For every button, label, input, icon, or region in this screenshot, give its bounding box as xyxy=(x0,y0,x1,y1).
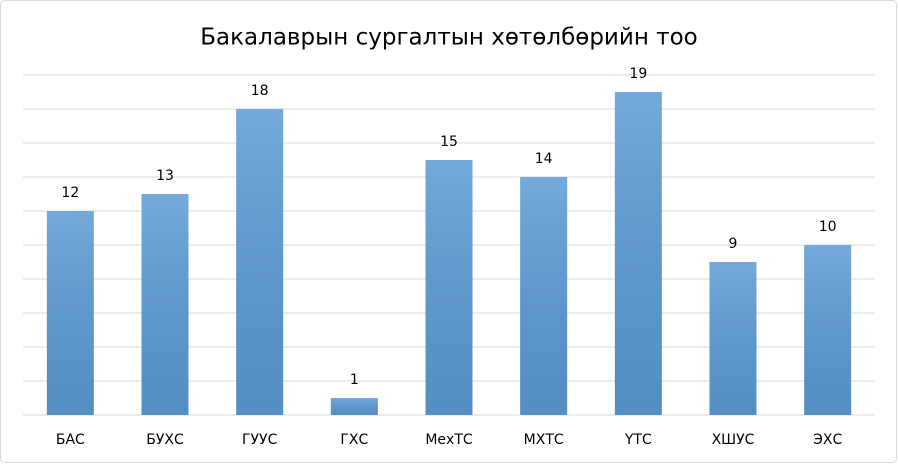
x-tick-label: ЭХС xyxy=(813,432,842,448)
x-tick-label: ХШУС xyxy=(712,432,755,448)
data-label: 18 xyxy=(251,83,269,99)
data-label: 9 xyxy=(729,236,738,252)
bar-shade xyxy=(425,160,473,415)
x-tick-label: БУХС xyxy=(146,432,184,448)
x-tick-label: МХТС xyxy=(524,432,564,448)
data-label: 10 xyxy=(819,219,837,235)
data-label: 19 xyxy=(629,66,647,82)
x-tick-label: МехТС xyxy=(425,432,473,448)
data-label: 14 xyxy=(535,151,553,167)
bar-shade xyxy=(236,109,284,415)
bar-shade xyxy=(804,245,852,415)
chart-title: Бакалаврын сургалтын хөтөлбөрийн тоо xyxy=(200,25,697,51)
data-label: 13 xyxy=(156,168,174,184)
x-tick-label: ГХС xyxy=(340,432,368,448)
bar-shade xyxy=(520,177,568,415)
data-label: 1 xyxy=(350,372,359,388)
data-label: 12 xyxy=(61,185,79,201)
bar-shade xyxy=(709,262,757,415)
bar-shade xyxy=(46,211,94,415)
bar-shade xyxy=(330,398,378,415)
x-tick-label: БАС xyxy=(56,432,85,448)
x-tick-label: ҮТС xyxy=(624,432,652,448)
x-tick-label: ГУУС xyxy=(242,432,278,448)
bar-shade xyxy=(614,92,662,415)
bar-shade xyxy=(141,194,189,415)
data-label: 15 xyxy=(440,134,458,150)
